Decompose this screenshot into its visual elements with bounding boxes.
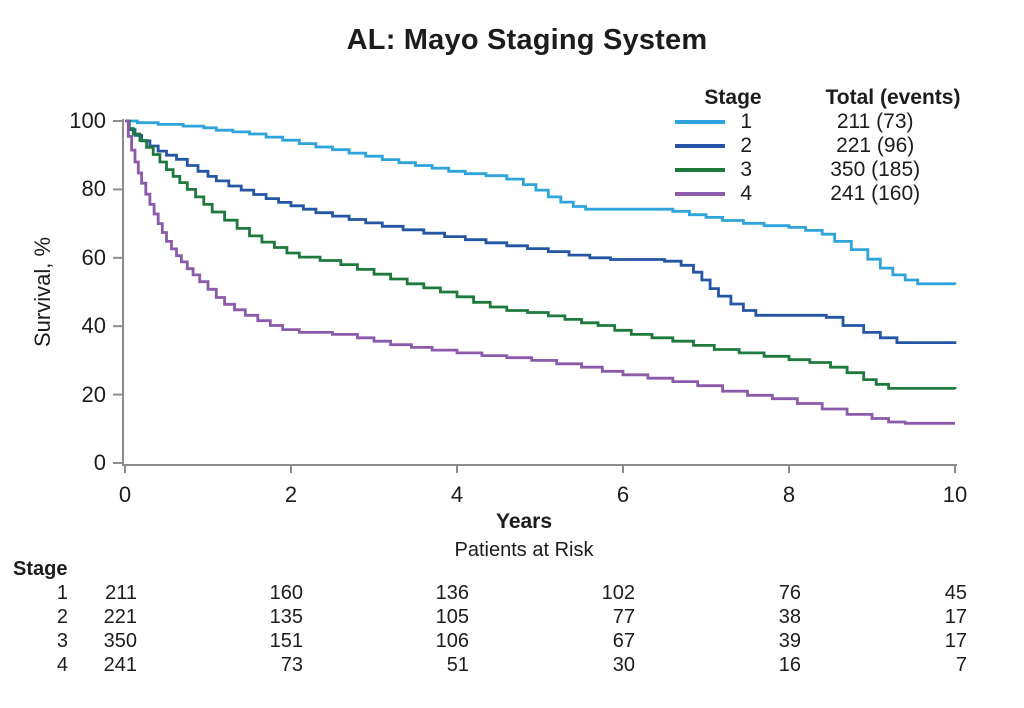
risk-count-cell: 30	[612, 654, 635, 676]
y-tick-label: 80	[81, 176, 106, 202]
risk-row-stage-label: 3	[56, 630, 68, 652]
risk-count-cell: 105	[435, 606, 469, 628]
risk-count-cell: 39	[778, 630, 801, 652]
survival-curve-stage-1	[125, 119, 957, 286]
risk-count-cell: 77	[612, 606, 635, 628]
survival-curve-stage-4	[125, 119, 955, 425]
risk-count-cell: 76	[778, 582, 801, 604]
y-tick-label: 40	[81, 313, 106, 339]
y-tick-label: 20	[81, 381, 106, 407]
legend: Stage Total (events) 1 211 (73) 2 221 (9…	[663, 86, 983, 206]
survival-curve-stage-3	[125, 119, 957, 390]
stage-1-line-swatch	[675, 120, 725, 124]
risk-row-stage-label: 4	[56, 654, 68, 676]
risk-count-cell: 51	[446, 654, 469, 676]
legend-total-value: 241 (160)	[830, 182, 921, 205]
risk-count-cell: 151	[269, 630, 303, 652]
survival-curve-stage-2	[125, 119, 957, 344]
y-tick-label: 60	[81, 244, 106, 270]
legend-total-value: 221 (96)	[836, 134, 915, 157]
legend-stage-label: 4	[740, 182, 753, 205]
legend-row-stage-4: 4 241 (160)	[663, 182, 983, 206]
legend-header: Stage Total (events)	[663, 86, 983, 110]
legend-total-value: 211 (73)	[836, 110, 914, 133]
x-tick-label: 2	[284, 482, 298, 507]
risk-count-cell: 102	[601, 582, 635, 604]
patients-at-risk-title: Patients at Risk	[454, 539, 594, 561]
risk-count-cell: 135	[269, 606, 303, 628]
risk-count-cell: 221	[103, 606, 137, 628]
risk-count-cell: 17	[944, 630, 967, 652]
risk-count-cell: 241	[103, 654, 137, 676]
risk-count-cell: 16	[778, 654, 801, 676]
legend-total-value: 350 (185)	[830, 158, 921, 181]
risk-row-stage-label: 1	[56, 582, 68, 604]
risk-count-cell: 45	[944, 582, 967, 604]
x-tick-label: 0	[118, 482, 132, 507]
risk-count-cell: 38	[778, 606, 801, 628]
stage-4-line-swatch	[675, 192, 725, 196]
legend-row-stage-1: 1 211 (73)	[663, 110, 983, 134]
risk-count-cell: 7	[955, 654, 967, 676]
risk-count-cell: 160	[269, 582, 303, 604]
legend-stage-label: 1	[740, 110, 753, 133]
x-tick-label: 8	[782, 482, 796, 507]
x-axis-title: Years	[495, 510, 553, 533]
risk-count-cell: 136	[435, 582, 469, 604]
risk-count-cell: 67	[612, 630, 635, 652]
risk-count-cell: 17	[944, 606, 967, 628]
stage-2-line-swatch	[675, 144, 725, 148]
legend-stage-label: 3	[740, 158, 753, 181]
legend-stage-label: 2	[740, 134, 753, 157]
stage-3-line-swatch	[675, 168, 725, 172]
x-tick-label: 10	[942, 482, 968, 507]
legend-stage-header: Stage	[704, 86, 762, 109]
chart-title: AL: Mayo Staging System	[346, 24, 708, 56]
x-tick-label: 4	[450, 482, 464, 507]
legend-row-stage-2: 2 221 (96)	[663, 134, 983, 158]
risk-count-cell: 211	[105, 582, 137, 604]
legend-row-stage-3: 3 350 (185)	[663, 158, 983, 182]
risk-count-cell: 73	[280, 654, 303, 676]
risk-table-stage-header: Stage	[13, 558, 68, 580]
x-tick-label: 6	[616, 482, 630, 507]
y-tick-label: 0	[93, 450, 106, 475]
risk-count-cell: 350	[103, 630, 137, 652]
risk-count-cell: 106	[435, 630, 469, 652]
risk-row-stage-label: 2	[56, 606, 68, 628]
y-tick-label: 100	[69, 108, 106, 133]
legend-total-header: Total (events)	[825, 86, 961, 109]
